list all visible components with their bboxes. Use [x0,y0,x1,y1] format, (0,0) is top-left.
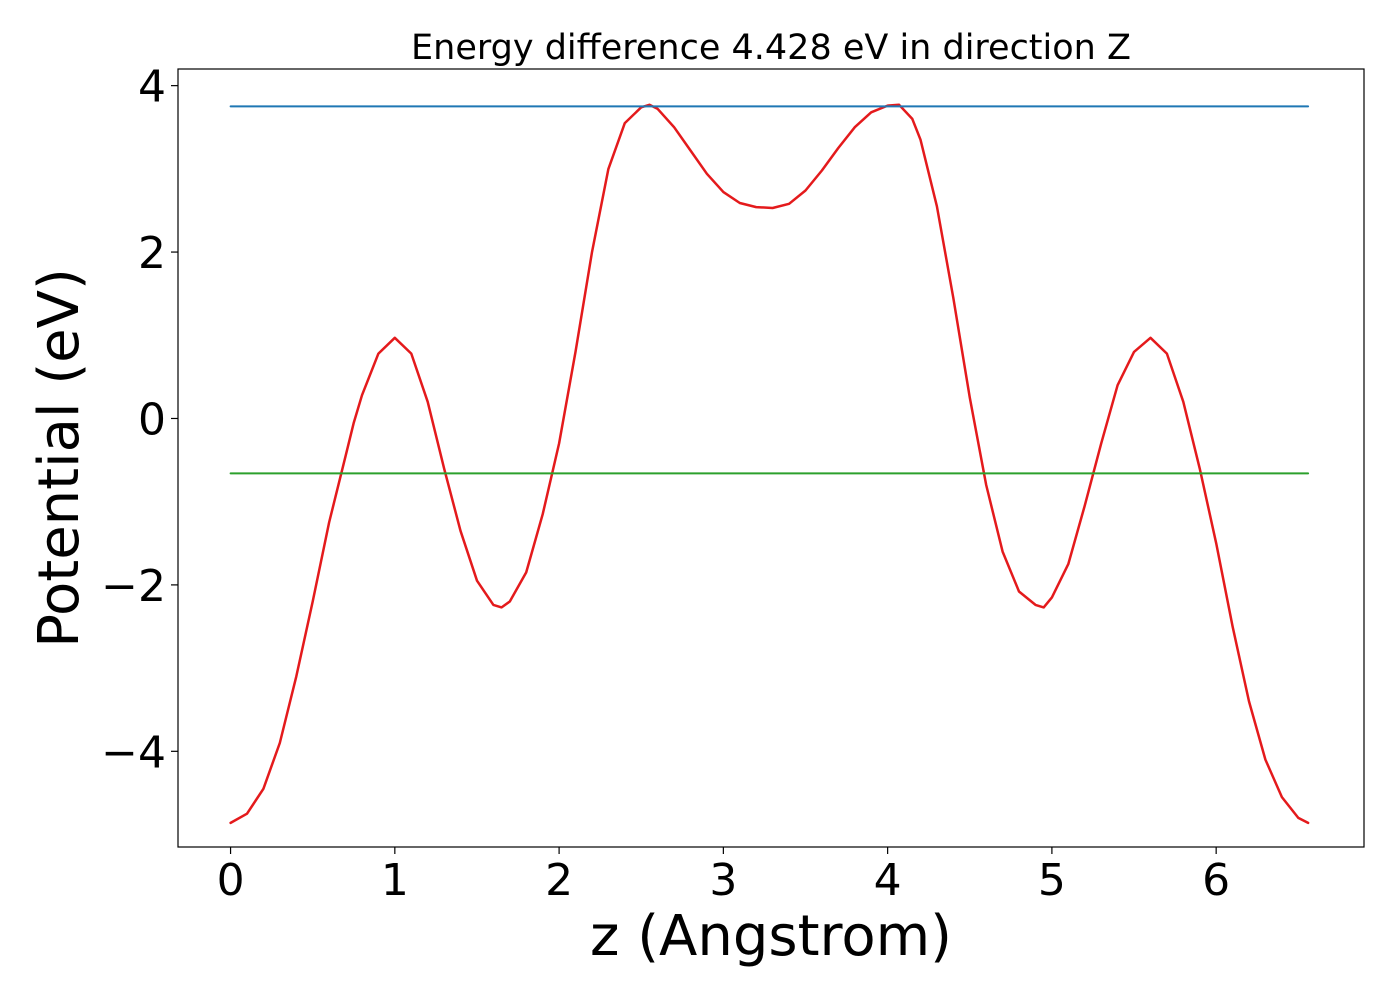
x-tick-label: 6 [1202,855,1230,906]
plot-frame [177,68,1365,848]
y-tick-label: 2 [138,228,166,279]
y-axis-ticks: 4 2 0 −2 −4 [101,62,178,778]
y-tick-label: −4 [101,727,166,778]
chart-title: Energy difference 4.428 eV in direction … [411,28,1131,68]
y-tick-label: 4 [138,62,166,113]
x-tick-label: 3 [709,855,737,906]
x-tick-label: 4 [874,855,902,906]
y-axis-label: Potential (eV) [27,268,92,648]
x-axis-ticks: 0 1 2 3 4 5 6 [217,847,1230,906]
x-tick-label: 1 [381,855,409,906]
plot-area [177,68,1365,848]
series-layer [229,103,1310,825]
y-tick-label: 0 [138,394,166,445]
x-tick-label: 5 [1038,855,1066,906]
x-tick-label: 2 [545,855,573,906]
x-axis-label: z (Angstrom) [590,904,952,969]
series-line-1 [229,103,1310,825]
x-tick-label: 0 [217,855,245,906]
y-tick-label: −2 [101,561,166,612]
